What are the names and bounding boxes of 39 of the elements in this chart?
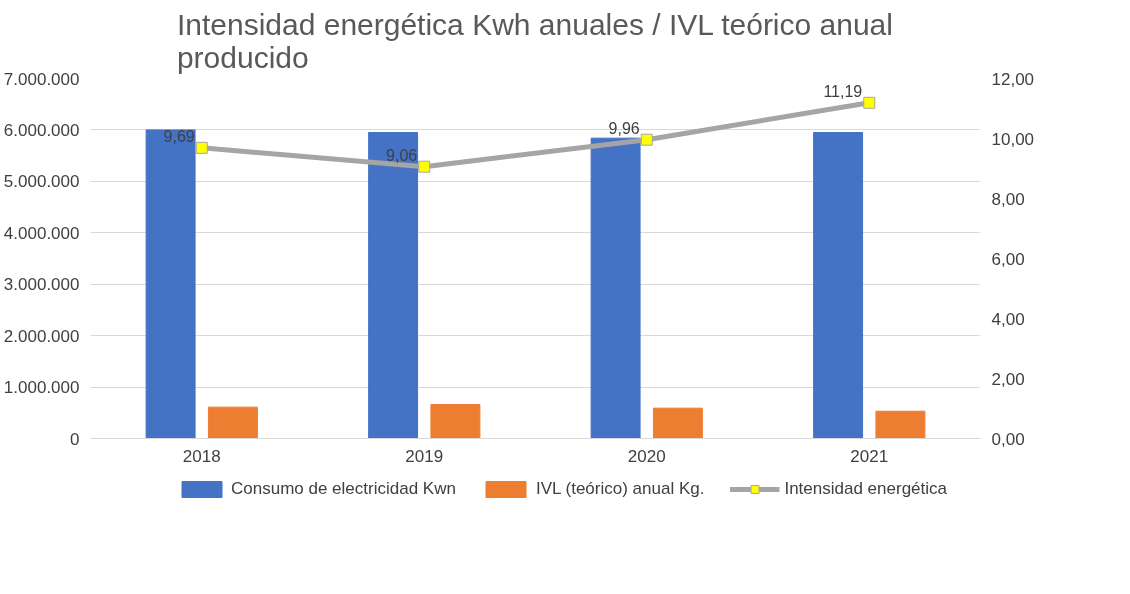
data-label: 9,06 — [386, 146, 418, 164]
y2-tick-label: 0,00 — [991, 429, 1025, 449]
data-label: 9,96 — [608, 119, 640, 137]
point — [418, 160, 431, 173]
chart-title: Intensidad energética Kwh anuales / IVL teórico anual producido — [176, 7, 893, 74]
y2-tick-label: 12,00 — [991, 69, 1035, 89]
bar — [652, 407, 703, 439]
point — [195, 141, 208, 154]
point — [863, 96, 876, 109]
x-tick-label: 2019 — [405, 446, 444, 466]
data-label: 9,69 — [163, 127, 195, 145]
bar — [813, 132, 864, 439]
y-tick-label: 1.000.000 — [3, 378, 80, 398]
bar — [875, 410, 926, 439]
x-tick-label: 2020 — [627, 446, 666, 466]
y2-tick-label: 6,00 — [991, 249, 1025, 269]
point — [640, 133, 653, 146]
x-tick-label: 2021 — [850, 446, 889, 466]
bar — [207, 406, 258, 439]
y2-tick-label: 2,00 — [991, 369, 1025, 389]
y2-tick-label: 4,00 — [991, 309, 1025, 329]
y-tick-label: 2.000.000 — [3, 326, 80, 346]
legend-label: IVL (teórico) anual Kg. — [535, 479, 705, 499]
bar — [368, 132, 419, 439]
y-tick-label: 3.000.000 — [3, 275, 80, 295]
y2-tick-label: 8,00 — [991, 189, 1025, 209]
bar — [145, 129, 196, 439]
y-tick-label: 7.000.000 — [3, 69, 80, 89]
y2-tick-label: 10,00 — [991, 129, 1035, 149]
y-tick-label: 4.000.000 — [3, 223, 80, 243]
x-tick-label: 2018 — [182, 446, 221, 466]
legend-label: Intensidad energética — [784, 479, 947, 499]
bar — [430, 404, 481, 439]
bar — [590, 137, 641, 439]
data-label: 11,19 — [823, 82, 863, 100]
legend-label: Consumo de electricidad Kwn — [231, 479, 456, 499]
y-tick-label: 0 — [70, 429, 80, 449]
y-tick-label: 5.000.000 — [3, 172, 80, 192]
y-tick-label: 6.000.000 — [3, 120, 80, 140]
